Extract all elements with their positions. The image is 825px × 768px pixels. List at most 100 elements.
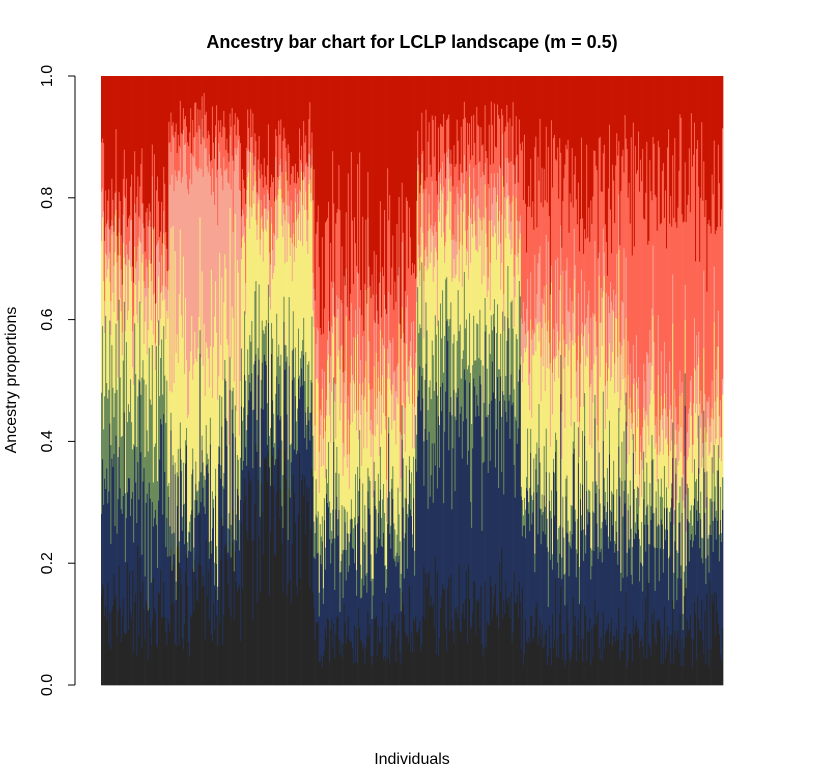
bar-segment	[515, 333, 518, 421]
bar-segment	[616, 488, 618, 533]
bar-segment	[445, 628, 447, 686]
bar-segment	[660, 76, 663, 224]
bar-segment	[657, 76, 660, 141]
bar-segment	[675, 406, 677, 430]
bar-segment	[380, 76, 383, 318]
bar-segment	[102, 138, 104, 189]
bar-segment	[632, 452, 635, 616]
bar-segment	[148, 76, 151, 204]
bar-segment	[384, 655, 386, 686]
bar-segment	[311, 382, 313, 469]
bar-segment	[625, 257, 627, 319]
bar-segment	[425, 572, 427, 686]
bar-segment	[155, 302, 158, 347]
bar-segment	[130, 610, 132, 686]
bar-segment	[195, 483, 197, 579]
bar-segment	[469, 312, 471, 383]
bar-segment	[676, 638, 678, 686]
bar-segment	[387, 168, 389, 349]
bar-segment	[462, 211, 465, 351]
bar-segment	[509, 117, 511, 205]
bar-segment	[364, 396, 366, 506]
bar-segment	[550, 120, 553, 266]
bar-segment	[573, 174, 576, 229]
bar-segment	[600, 287, 603, 323]
bar-segment	[237, 139, 240, 273]
bar-segment	[403, 614, 406, 686]
bar-segment	[396, 552, 398, 638]
bar-segment	[544, 390, 547, 507]
bar-segment	[131, 76, 133, 175]
bar-segment	[535, 453, 537, 470]
bar-segment	[253, 540, 255, 686]
bar-segment	[718, 415, 721, 459]
bar-segment	[194, 76, 196, 103]
bar-segment	[305, 191, 307, 352]
bar-segment	[470, 372, 472, 503]
bar-segment	[101, 241, 103, 393]
bar-segment	[409, 355, 412, 484]
bar-segment	[459, 630, 462, 686]
bar-segment	[695, 261, 697, 371]
bar-segment	[182, 129, 185, 257]
bar-segment	[160, 292, 162, 319]
bar-segment	[188, 193, 190, 415]
bar-segment	[366, 76, 368, 304]
bar-segment	[559, 613, 561, 686]
bar-segment	[293, 76, 296, 183]
bar-segment	[256, 224, 258, 240]
bar-segment	[202, 137, 204, 177]
bar-segment	[310, 201, 312, 381]
bar-segment	[166, 380, 168, 518]
bar-segment	[368, 76, 370, 267]
bar-segment	[257, 76, 259, 160]
bar-segment	[111, 344, 113, 459]
bar-segment	[319, 76, 322, 328]
bar-segment	[116, 635, 118, 686]
bar-segment	[254, 170, 256, 292]
bar-segment	[402, 76, 405, 233]
bar-segment	[562, 324, 564, 497]
bar-segment	[305, 76, 307, 136]
bar-segment	[284, 369, 286, 451]
bar-segment	[320, 76, 323, 335]
bar-segment	[607, 296, 610, 369]
bar-segment	[217, 645, 219, 686]
bar-segment	[406, 381, 409, 514]
bar-segment	[258, 76, 260, 137]
bar-segment	[501, 76, 503, 109]
bar-segment	[642, 645, 644, 686]
bar-segment	[211, 106, 214, 169]
bar-segment	[710, 233, 712, 418]
bar-segment	[160, 231, 162, 294]
bar-segment	[149, 626, 152, 686]
bar-segment	[480, 359, 482, 385]
bar-segment	[446, 119, 448, 152]
bar-segment	[419, 324, 421, 367]
bar-segment	[220, 478, 222, 560]
bar-segment	[278, 76, 280, 121]
bar-segment	[382, 275, 385, 346]
bar-segment	[395, 661, 397, 686]
bar-segment	[472, 155, 474, 225]
bar-segment	[418, 390, 420, 630]
bar-segment	[289, 578, 292, 686]
bar-segment	[613, 76, 615, 181]
bar-segment	[278, 344, 280, 385]
bar-segment	[504, 400, 506, 615]
bar-segment	[267, 322, 270, 452]
bar-segment	[216, 545, 218, 565]
bar-segment	[570, 398, 572, 427]
bar-segment	[454, 416, 456, 492]
bar-segment	[378, 538, 381, 643]
bar-segment	[321, 541, 324, 668]
bar-segment	[644, 380, 646, 420]
bar-segment	[576, 76, 579, 225]
bar-segment	[678, 502, 680, 523]
bar-segment	[540, 76, 542, 203]
bar-segment	[225, 380, 227, 419]
bar-segment	[688, 447, 691, 523]
bar-segment	[548, 368, 551, 473]
bar-segment	[409, 237, 412, 342]
bar-segment	[375, 509, 378, 554]
